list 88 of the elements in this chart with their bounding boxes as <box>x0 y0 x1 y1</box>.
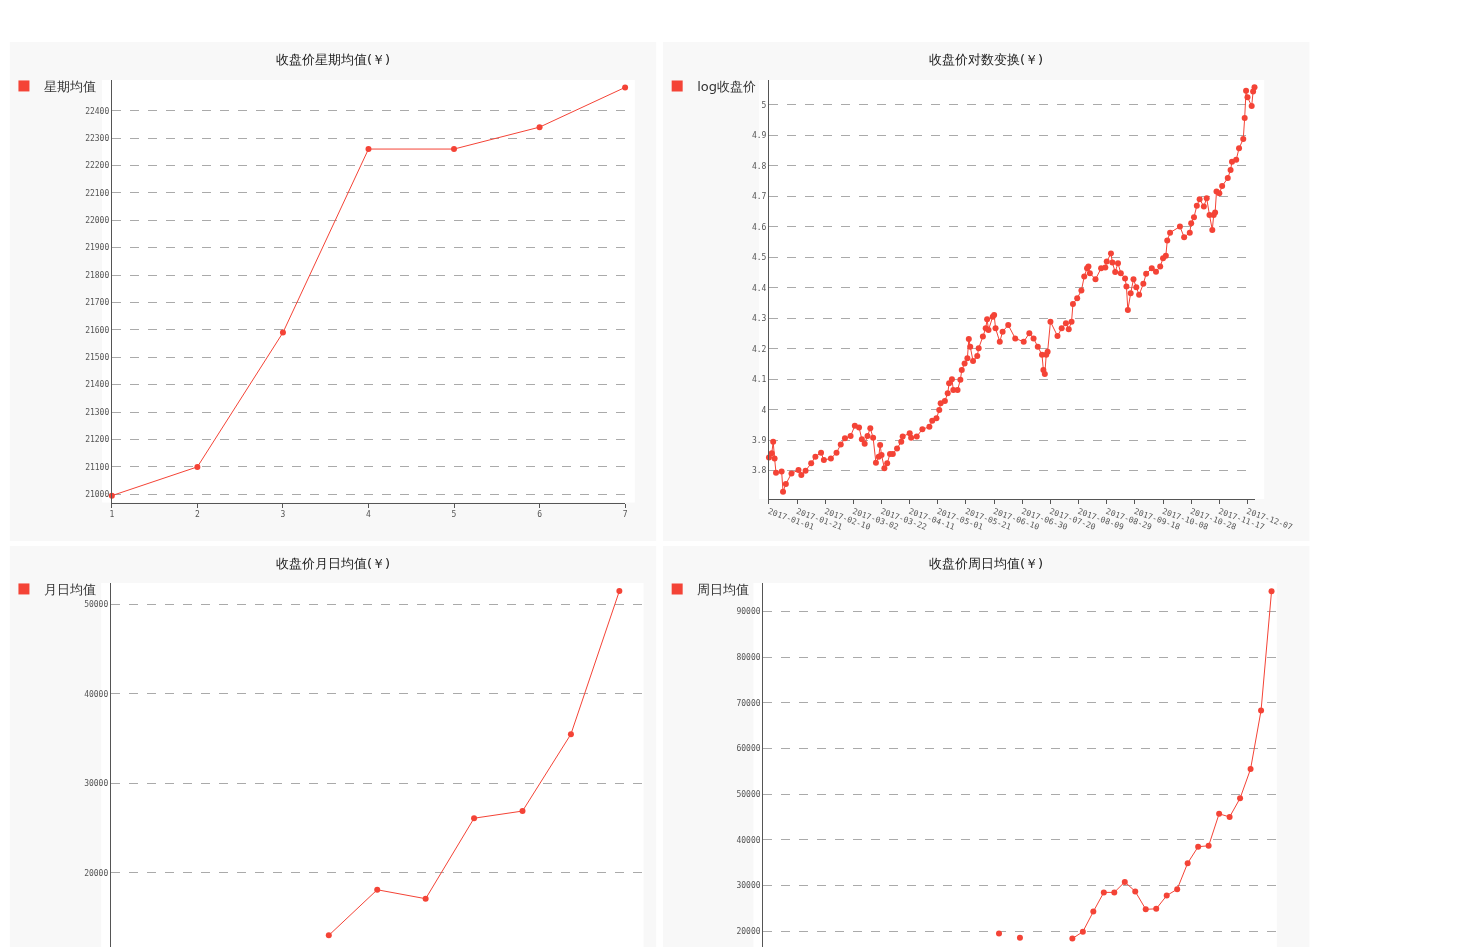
y-tick-label: 50000 <box>84 600 109 610</box>
y-tick-label: 22200 <box>85 161 110 171</box>
y-tick-label: 20000 <box>84 868 109 878</box>
point <box>279 329 286 336</box>
y-tick-label: 21500 <box>85 353 110 363</box>
point <box>1226 813 1233 820</box>
y-tick-label: 4.1 <box>751 375 767 385</box>
point <box>1184 860 1191 867</box>
x-tick-label: 1 <box>109 510 115 520</box>
x-tick-label: 2 <box>194 510 200 520</box>
point <box>1216 810 1223 817</box>
y-tick-label: 4.3 <box>751 314 767 324</box>
point <box>1069 935 1076 942</box>
point <box>1247 766 1254 772</box>
x-tick-label: 6 <box>537 510 543 520</box>
point <box>622 84 629 91</box>
legend-label: log收盘价 <box>697 79 756 95</box>
y-tick-label: 80000 <box>736 652 761 662</box>
y-tick-label: 21300 <box>85 407 110 417</box>
chart-title: 收盘价星期均值(￥) <box>276 52 391 67</box>
y-tick-label: 30000 <box>736 881 761 891</box>
y-tick-label: 21200 <box>85 435 110 445</box>
point <box>1100 889 1107 896</box>
y-tick-label: 4.7 <box>751 192 767 202</box>
point <box>567 731 574 738</box>
chart-title: 收盘价周日均值(￥) <box>929 556 1044 571</box>
y-tick-label: 30000 <box>84 779 109 789</box>
point <box>1090 908 1097 915</box>
point <box>616 588 623 595</box>
y-tick-label: 22100 <box>85 188 110 198</box>
point <box>451 146 458 153</box>
y-tick-label: 50000 <box>736 789 761 799</box>
y-tick-label: 3.9 <box>751 435 767 445</box>
legend-label: 周日均值 <box>697 582 750 598</box>
legend-label: 星期均值 <box>43 79 96 95</box>
point <box>1132 888 1139 895</box>
x-tick-label: 3 <box>280 510 286 520</box>
x-tick-label: 5 <box>451 510 457 520</box>
y-tick-label: 22000 <box>85 216 110 226</box>
y-tick-label: 21600 <box>85 325 110 335</box>
y-tick-label: 4.8 <box>751 161 767 171</box>
point <box>1258 707 1265 714</box>
y-tick-label: 21000 <box>85 490 110 500</box>
point <box>1174 886 1181 893</box>
y-tick-label: 4.2 <box>751 344 767 354</box>
point <box>536 124 543 131</box>
point <box>1163 892 1170 899</box>
point <box>1205 842 1212 849</box>
point <box>1111 889 1118 896</box>
point <box>325 932 332 939</box>
point <box>194 463 201 470</box>
y-tick-label: 60000 <box>736 744 761 754</box>
point <box>1121 878 1128 885</box>
point <box>1237 795 1244 802</box>
y-tick-label: 21100 <box>85 462 110 472</box>
y-tick-label: 22300 <box>85 133 110 143</box>
y-tick-label: 5 <box>761 100 767 110</box>
point <box>374 886 381 893</box>
point <box>519 808 526 815</box>
y-tick-label: 90000 <box>736 607 761 617</box>
x-tick-label: 7 <box>622 510 628 520</box>
y-tick-label: 20000 <box>736 927 761 937</box>
point <box>471 815 478 822</box>
y-tick-label: 4.9 <box>751 131 767 141</box>
y-tick-label: 21800 <box>85 270 110 280</box>
point <box>1268 588 1275 595</box>
y-tick-label: 4.5 <box>751 253 767 263</box>
y-tick-label: 21900 <box>85 243 110 253</box>
y-tick-label: 22400 <box>85 106 110 116</box>
y-tick-label: 3.8 <box>751 466 767 476</box>
y-tick-label: 70000 <box>736 698 761 708</box>
y-tick-label: 4.6 <box>751 222 767 232</box>
point <box>1153 905 1160 912</box>
y-tick-label: 21700 <box>85 298 110 308</box>
legend-label: 月日均值 <box>43 582 96 598</box>
y-tick-label: 4 <box>761 405 767 415</box>
y-tick-label: 21400 <box>85 380 110 390</box>
y-tick-label: 40000 <box>84 689 109 699</box>
point <box>422 895 429 902</box>
point <box>1142 906 1149 913</box>
y-tick-label: 40000 <box>736 835 761 845</box>
y-tick-label: 4.4 <box>751 283 767 293</box>
point <box>1079 928 1086 935</box>
point <box>1195 843 1202 850</box>
point <box>365 146 372 153</box>
chart-title: 收盘价月日均值(￥) <box>276 556 391 571</box>
x-tick-label: 4 <box>366 510 372 520</box>
chart-title: 收盘价对数变换(￥) <box>929 52 1044 67</box>
